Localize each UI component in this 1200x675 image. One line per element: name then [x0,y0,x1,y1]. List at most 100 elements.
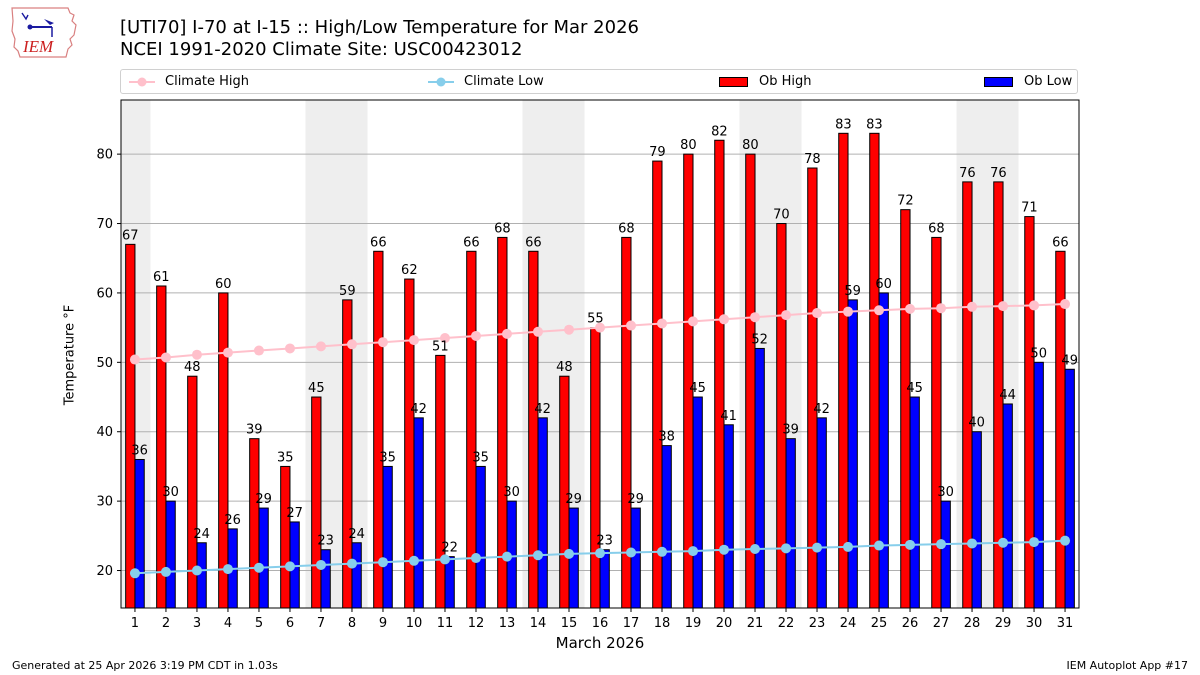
ob-low-bar [816,417,827,609]
ob-low-bar [444,556,455,609]
y-tick-label: 60 [96,286,113,301]
ob-high-bar-label: 60 [215,277,232,292]
ob-low-bar [661,445,672,609]
climate-low-point [626,547,637,558]
ob-high-bar [714,139,725,609]
x-tick-label: 13 [499,616,516,631]
ob-high-bar-label: 68 [928,221,945,236]
x-tick-label: 18 [654,616,671,631]
climate-low-point [1060,535,1071,546]
climate-low-point [657,546,668,557]
x-tick-label: 24 [840,616,857,631]
climate-low-swatch-icon [428,77,454,86]
x-tick-label: 27 [933,616,950,631]
climate-high-point [874,305,885,316]
ob-low-bar [382,465,393,609]
ob-low-bar [847,299,858,609]
ob-high-bar-label: 66 [463,235,480,250]
legend-item-climate-high: Climate High [129,73,249,90]
climate-high-point [936,303,947,314]
climate-high-point [222,347,233,358]
climate-high-point [1060,299,1071,310]
climate-high-point [657,318,668,329]
y-tick-label: 20 [96,564,113,579]
ob-high-bar-label: 51 [432,339,449,354]
climate-high-point [501,328,512,339]
ob-high-bar [249,438,260,609]
ob-high-bar [838,132,849,609]
climate-low-point [191,565,202,576]
y-tick-label: 40 [96,425,113,440]
ob-high-bar-label: 66 [525,235,542,250]
ob-low-bar-label: 42 [534,402,551,417]
ob-low-bar-label: 42 [410,402,427,417]
ob-low-bar [878,292,889,609]
ob-high-bar-label: 83 [835,117,852,132]
x-tick-label: 3 [193,616,201,631]
ob-low-bar [754,347,765,609]
climate-low-point [501,551,512,562]
x-axis-ticks: 1 2 3 4 5 6 7 8 9 10 11 12 13 14 15 16 17 18 19 20 21 22 23 24 2… [131,608,1073,631]
legend-label: Climate Low [464,74,544,89]
ob-low-bar [258,507,269,609]
climate-low-point [595,548,605,559]
climate-high-point [253,345,264,356]
ob-high-bar-label: 67 [122,228,139,243]
ob-high-bar-label: 83 [866,117,883,132]
climate-high-point [781,310,792,321]
x-tick-label: 22 [778,616,795,631]
x-tick-label: 10 [406,616,423,631]
climate-high-point [688,316,699,327]
climate-low-point [129,568,140,579]
ob-low-bar [692,396,703,609]
x-tick-label: 2 [162,616,170,631]
ob-low-bar-label: 29 [255,492,272,507]
x-tick-label: 7 [317,616,325,631]
ob-high-bar [590,327,601,609]
ob-low-bar [134,458,145,609]
climate-high-point [905,303,916,314]
climate-high-point [315,341,326,352]
ob-high-bar-label: 76 [959,166,976,181]
climate-low-point [160,566,171,577]
ob-low-bar-label: 59 [844,284,861,299]
climate-high-point [408,335,419,346]
ob-low-bar [351,542,362,609]
ob-low-bar-label: 30 [162,485,179,500]
ob-high-bar-label: 39 [246,423,263,438]
ob-low-bar [320,549,331,609]
climate-high-point [595,322,605,333]
x-tick-label: 11 [437,616,454,631]
generated-timestamp: Generated at 25 Apr 2026 3:19 PM CDT in … [12,659,278,672]
ob-high-bar-label: 66 [370,235,387,250]
ob-low-bar [909,396,920,609]
ob-low-bar-label: 27 [286,506,303,521]
ob-high-bar-label: 78 [804,152,821,167]
climate-low-point [563,548,574,559]
y-tick-label: 80 [96,148,113,163]
ob-high-bar [435,354,446,609]
climate-high-swatch-icon [129,77,155,86]
climate-low-point [998,537,1009,548]
legend-item-ob-low: Ob Low [984,73,1072,90]
climate-high-point [377,337,388,348]
ob-high-bar [652,160,663,609]
ob-high-bar [373,250,384,609]
ob-low-bar-label: 45 [906,381,923,396]
ob-high-bar-label: 48 [556,360,573,375]
climate-low-point [346,558,357,569]
x-axis-label: March 2026 [555,634,645,652]
ob-high-swatch-icon [719,76,748,87]
x-tick-label: 28 [964,616,981,631]
ob-low-bar-label: 41 [720,409,737,424]
climate-low-point [781,543,792,554]
ob-high-bar [745,153,756,609]
ob-low-bar-label: 26 [224,513,241,528]
climate-low-point [1029,537,1040,548]
legend-item-ob-high: Ob High [719,73,812,90]
x-tick-label: 30 [1026,616,1043,631]
legend-item-climate-low: Climate Low [428,73,544,90]
ob-low-bar-label: 30 [937,485,954,500]
climate-high-point [160,352,171,363]
climate-high-point [284,343,295,354]
